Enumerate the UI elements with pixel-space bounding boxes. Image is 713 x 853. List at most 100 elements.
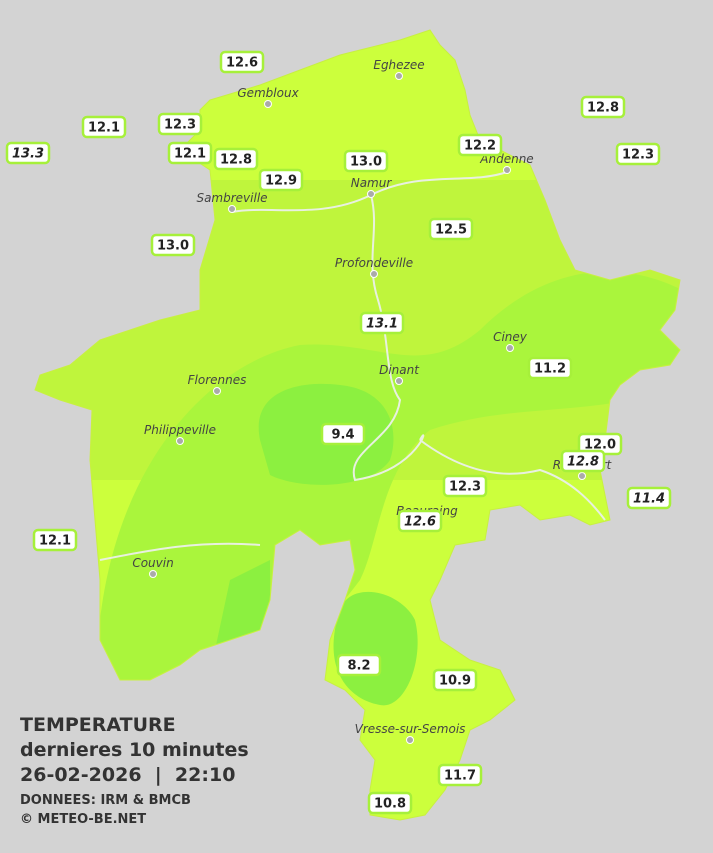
town-label: Vresse-sur-Semois: [355, 722, 466, 736]
station-box: [457, 133, 503, 157]
station-box: [213, 147, 259, 171]
town-label: Dinant: [379, 363, 420, 377]
station-box: [320, 422, 366, 446]
town-dot: [395, 72, 403, 80]
station-box: [615, 142, 661, 166]
station-reading: 13.1: [359, 311, 405, 335]
station-box: [343, 149, 389, 173]
station-value: 9.4: [331, 428, 354, 443]
station-reading: 10.9: [432, 668, 478, 692]
zone-cold: [333, 591, 418, 706]
station-box: [428, 217, 474, 241]
station-box: [367, 791, 413, 815]
town-label: Philippeville: [144, 423, 216, 437]
legend-datetime: 26-02-2026 | 22:10: [20, 764, 235, 786]
town-label: Namur: [351, 176, 393, 190]
town-label: Sambreville: [196, 191, 267, 205]
town-dot: [370, 270, 378, 278]
legend-copyright: © METEO-BE.NET: [20, 812, 146, 827]
stations: 12.6 12.1 12.3 13.3 12.1 12.8 12.9 13.0 12.2 12.8…: [5, 50, 672, 815]
station-reading: 9.4: [320, 422, 366, 446]
station-reading: 10.8: [367, 791, 413, 815]
station-reading: 12.8: [560, 449, 606, 473]
station-box: [157, 112, 203, 136]
station-reading: 12.3: [615, 142, 661, 166]
station-value: 13.3: [12, 147, 44, 162]
town-dot: [406, 736, 414, 744]
station-box: [32, 528, 78, 552]
town-label: Florennes: [188, 373, 247, 387]
station-value: 12.8: [220, 153, 252, 168]
station-reading: 12.1: [32, 528, 78, 552]
towns: EghezeeGemblouxAndenneNamurSambrevillePr…: [132, 58, 613, 744]
station-box: [626, 486, 672, 510]
station-box: [580, 95, 626, 119]
station-value: 11.4: [633, 492, 665, 507]
station-reading: 13.3: [5, 141, 51, 165]
station-box: [167, 141, 213, 165]
station-value: 12.1: [174, 147, 206, 162]
town-dot: [395, 377, 403, 385]
station-box: [527, 356, 573, 380]
zone-cold: [215, 560, 270, 650]
station-reading: 12.3: [442, 474, 488, 498]
station-reading: 11.7: [437, 763, 483, 787]
town-dot: [213, 387, 221, 395]
town-label: Gembloux: [237, 86, 299, 100]
station-value: 12.3: [164, 118, 196, 133]
station-value: 12.3: [449, 480, 481, 495]
station-box: [219, 50, 265, 74]
station-value: 12.5: [435, 223, 467, 238]
town-dot: [578, 472, 586, 480]
station-value: 8.2: [347, 659, 370, 674]
town-label: Profondeville: [335, 256, 413, 270]
river: [99, 542, 261, 561]
station-box: [258, 168, 304, 192]
station-value: 12.8: [567, 455, 599, 470]
town-dot: [506, 344, 514, 352]
station-box: [5, 141, 51, 165]
station-reading: 12.5: [428, 217, 474, 241]
town-label: Eghezee: [373, 58, 424, 72]
town-dot: [176, 437, 184, 445]
station-box: [359, 311, 405, 335]
town-dot: [228, 205, 236, 213]
station-value: 12.8: [587, 101, 619, 116]
station-value: 10.8: [374, 797, 406, 812]
town-dot: [367, 190, 375, 198]
station-value: 12.3: [622, 148, 654, 163]
town-dot: [503, 166, 511, 174]
station-value: 12.1: [88, 121, 120, 136]
station-value: 12.6: [226, 56, 258, 71]
station-reading: 12.6: [219, 50, 265, 74]
station-box: [437, 763, 483, 787]
town-dot: [264, 100, 272, 108]
station-value: 12.9: [265, 174, 297, 189]
station-box: [432, 668, 478, 692]
station-box: [81, 115, 127, 139]
station-reading: 13.0: [150, 233, 196, 257]
legend-subtitle: dernieres 10 minutes: [20, 739, 249, 761]
station-value: 12.1: [39, 534, 71, 549]
station-reading: 13.0: [343, 149, 389, 173]
station-reading: 12.8: [580, 95, 626, 119]
station-reading: 8.2: [336, 653, 382, 677]
station-reading: 12.2: [457, 133, 503, 157]
station-value: 13.1: [366, 317, 398, 332]
town-label: Couvin: [132, 556, 173, 570]
town-label: Ciney: [493, 330, 528, 344]
station-reading: 12.9: [258, 168, 304, 192]
station-box: [560, 449, 606, 473]
legend-title: TEMPERATURE: [20, 714, 176, 736]
station-reading: 11.2: [527, 356, 573, 380]
station-value: 12.0: [584, 438, 616, 453]
station-box: [442, 474, 488, 498]
station-reading: 12.6: [397, 509, 443, 533]
station-value: 11.2: [534, 362, 566, 377]
station-box: [336, 653, 382, 677]
station-value: 10.9: [439, 674, 471, 689]
station-reading: 12.3: [157, 112, 203, 136]
station-reading: 11.4: [626, 486, 672, 510]
station-value: 12.2: [464, 139, 496, 154]
